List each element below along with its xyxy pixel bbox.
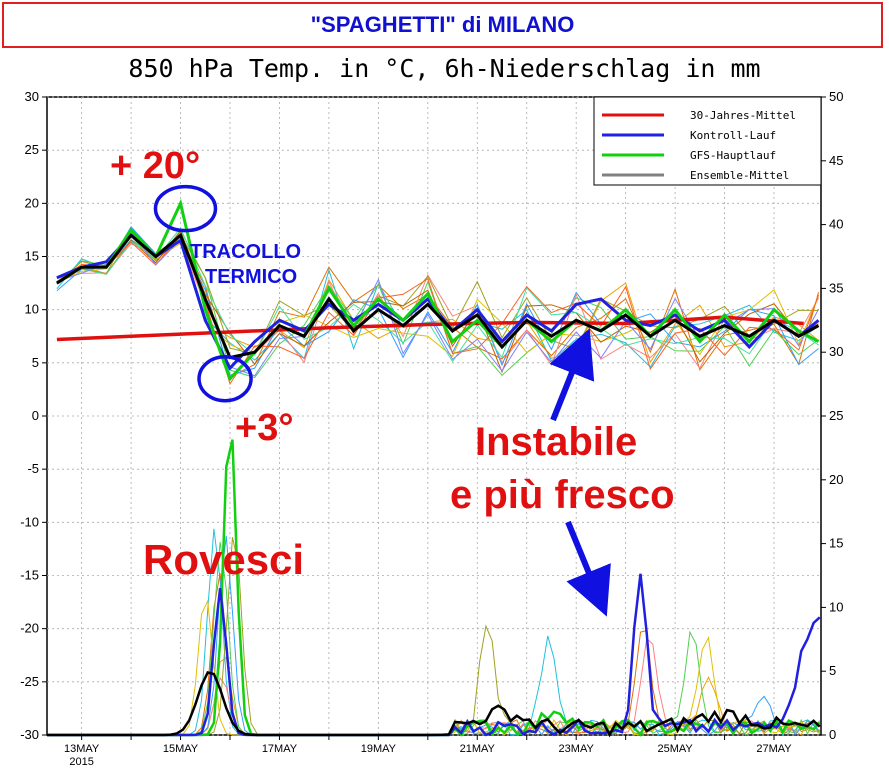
banner-title: "SPAGHETTI" di MILANO bbox=[310, 12, 575, 37]
left-tick-label: 0 bbox=[32, 408, 39, 423]
right-tick-label: 25 bbox=[829, 408, 843, 423]
right-tick-label: 45 bbox=[829, 153, 843, 168]
precip-mean-line bbox=[47, 671, 821, 738]
arrow-up-icon bbox=[549, 328, 595, 422]
legend-label: GFS-Hauptlauf bbox=[690, 149, 776, 162]
left-tick-label: -30 bbox=[20, 727, 39, 742]
left-tick-label: 20 bbox=[25, 195, 39, 210]
x-tick-label: 25MAY bbox=[657, 743, 693, 755]
left-tick-label: -15 bbox=[20, 568, 39, 583]
chart-banner: "SPAGHETTI" di MILANO bbox=[2, 2, 883, 48]
ensemble-mean-line bbox=[56, 232, 820, 360]
chart-title: 850 hPa Temp. in °C, 6h-Niederschlag in … bbox=[128, 54, 761, 83]
x-tick-label: 17MAY bbox=[262, 743, 298, 755]
x-tick-label: 23MAY bbox=[559, 743, 595, 755]
left-tick-label: 10 bbox=[25, 302, 39, 317]
annotation-rovesci: Rovesci bbox=[143, 536, 305, 583]
right-tick-label: 20 bbox=[829, 472, 843, 487]
right-tick-label: 35 bbox=[829, 280, 843, 295]
right-tick-label: 0 bbox=[829, 727, 836, 742]
legend-label: 30-Jahres-Mittel bbox=[690, 109, 796, 122]
arrow-down-icon bbox=[565, 520, 611, 617]
annotation-plus-3: +3° bbox=[235, 407, 294, 449]
x-tick-label: 27MAY bbox=[756, 743, 792, 755]
highlight-circle-peak bbox=[153, 184, 218, 233]
x-year-label: 2015 bbox=[69, 756, 93, 768]
left-tick-label: 25 bbox=[25, 142, 39, 157]
legend-label: Ensemble-Mittel bbox=[690, 169, 789, 182]
left-tick-label: -10 bbox=[20, 514, 39, 529]
right-tick-label: 15 bbox=[829, 536, 843, 551]
annotation-instabile: Instabile bbox=[475, 420, 638, 464]
legend-box bbox=[593, 96, 822, 186]
annotation-termico: TERMICO bbox=[205, 266, 298, 288]
left-tick-label: 5 bbox=[32, 355, 39, 370]
right-tick-label: 5 bbox=[829, 663, 836, 678]
x-tick-label: 13MAY bbox=[64, 743, 100, 755]
annotation-plus-20: + 20° bbox=[110, 145, 201, 187]
left-tick-label: -5 bbox=[27, 461, 39, 476]
right-tick-label: 50 bbox=[829, 89, 843, 104]
left-tick-label: -25 bbox=[20, 674, 39, 689]
right-tick-label: 30 bbox=[829, 344, 843, 359]
left-tick-label: 15 bbox=[25, 249, 39, 264]
x-tick-label: 19MAY bbox=[361, 743, 397, 755]
legend-label: Kontroll-Lauf bbox=[690, 129, 776, 142]
annotation-tracollo: TRACOLLO bbox=[190, 241, 302, 263]
highlight-circle-trough bbox=[197, 355, 253, 403]
right-tick-label: 10 bbox=[829, 599, 843, 614]
x-tick-label: 15MAY bbox=[163, 743, 199, 755]
left-tick-label: -20 bbox=[20, 621, 39, 636]
x-tick-label: 21MAY bbox=[460, 743, 496, 755]
right-tick-label: 40 bbox=[829, 217, 843, 232]
annotation-piu-fresco: e più fresco bbox=[450, 473, 675, 517]
left-tick-label: 30 bbox=[25, 89, 39, 104]
climatology-line bbox=[56, 315, 804, 342]
